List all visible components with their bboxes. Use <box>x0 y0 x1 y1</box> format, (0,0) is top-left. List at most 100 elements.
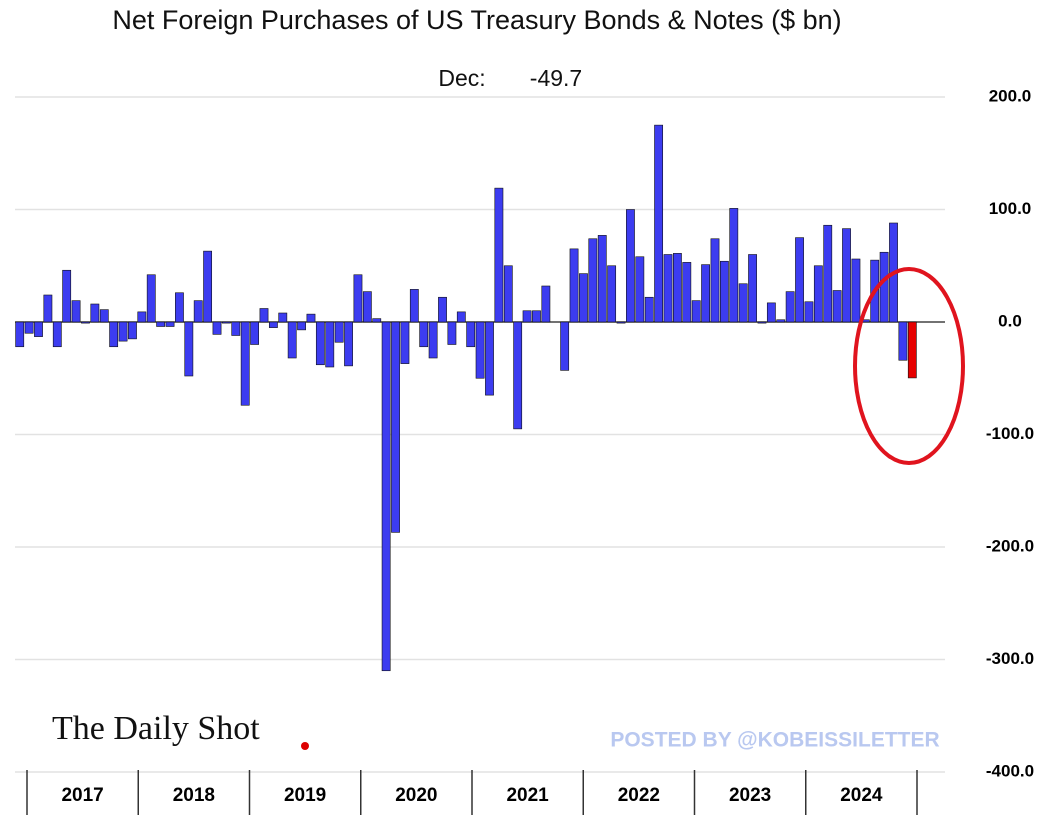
bar <box>644 296 654 323</box>
bar <box>475 321 485 379</box>
bar <box>569 248 579 323</box>
bar <box>456 311 466 323</box>
bar <box>466 321 476 348</box>
bar <box>34 321 43 337</box>
bar <box>400 321 410 364</box>
bar <box>353 274 363 323</box>
bar <box>879 251 889 323</box>
bar <box>719 260 729 323</box>
bar <box>738 283 748 323</box>
x-tick-label: 2020 <box>395 785 437 806</box>
bar <box>71 300 81 323</box>
bar <box>52 321 62 348</box>
bar <box>748 254 757 323</box>
x-tick-label: 2018 <box>173 785 215 806</box>
bar <box>193 300 203 323</box>
bar <box>99 309 109 323</box>
watermark: POSTED BY @KOBEISSILETTER <box>610 729 939 752</box>
y-tick-label: 200.0 <box>989 86 1032 105</box>
y-tick-label: 100.0 <box>989 199 1032 218</box>
bar <box>485 321 494 396</box>
bar <box>24 321 34 334</box>
bar <box>654 124 664 323</box>
bar <box>597 235 607 323</box>
bar <box>682 262 692 323</box>
bar <box>757 321 767 324</box>
bar <box>156 321 166 327</box>
bar <box>165 321 175 327</box>
bar <box>795 237 804 323</box>
bar <box>532 310 541 323</box>
y-tick-label: -400.0 <box>986 761 1034 780</box>
bar <box>175 292 184 323</box>
bar <box>607 265 617 323</box>
bar <box>240 321 250 406</box>
annotation-value: -49.7 <box>530 65 582 91</box>
bar <box>81 321 90 324</box>
bar <box>701 264 710 323</box>
bar <box>503 265 513 323</box>
bar <box>851 258 861 323</box>
bar <box>766 302 776 323</box>
bar <box>626 209 635 323</box>
bar <box>494 187 504 323</box>
bar <box>90 303 100 323</box>
bar <box>287 321 297 359</box>
bar <box>409 289 419 323</box>
bar <box>813 265 823 323</box>
bar <box>344 321 353 367</box>
bar <box>823 224 833 323</box>
bar <box>710 238 720 323</box>
bar <box>109 321 119 348</box>
bar <box>184 321 194 377</box>
x-tick-label: 2024 <box>840 785 883 806</box>
bar <box>306 313 316 323</box>
bar <box>438 296 447 323</box>
bar <box>560 321 570 371</box>
bar <box>513 321 523 430</box>
bar <box>268 321 278 328</box>
bar <box>428 321 438 359</box>
bar <box>222 321 231 324</box>
bar <box>419 321 429 348</box>
source-logo: The Daily Shot <box>52 710 260 747</box>
bar <box>362 291 372 323</box>
y-tick-label: -200.0 <box>986 536 1034 555</box>
bar <box>203 250 213 323</box>
bar <box>15 321 25 348</box>
bar <box>137 311 147 323</box>
bar <box>691 300 701 323</box>
bar <box>785 291 795 323</box>
bar <box>776 319 786 323</box>
bar <box>62 269 72 323</box>
bar <box>522 310 532 323</box>
bar <box>907 321 917 379</box>
bar <box>250 321 259 345</box>
bar <box>128 321 137 340</box>
bar <box>663 254 673 323</box>
bar <box>729 208 739 323</box>
logo-dot <box>301 742 309 750</box>
y-tick-label: 0.0 <box>998 311 1022 330</box>
x-tick-label: 2021 <box>506 785 549 806</box>
bar <box>259 308 269 323</box>
x-tick-label: 2023 <box>729 785 771 806</box>
bar <box>334 321 344 343</box>
bar <box>278 312 288 323</box>
highlight-ellipse <box>853 267 965 465</box>
plot-area: -400.0 -300.0 -200.0 -100.0 0.0 100.0 200.0 201… <box>15 86 1034 815</box>
bar <box>447 321 457 345</box>
y-tick-label: -300.0 <box>986 649 1034 668</box>
bar <box>297 321 306 331</box>
bar <box>325 321 335 368</box>
y-tick-label: -100.0 <box>986 424 1034 443</box>
bar <box>146 274 156 323</box>
bar <box>832 290 842 323</box>
bar <box>43 294 53 323</box>
bar <box>212 321 222 335</box>
bar <box>673 253 682 323</box>
x-tick-label: 2022 <box>618 785 660 806</box>
bar <box>804 301 814 323</box>
bar <box>315 321 325 366</box>
bar <box>579 273 588 323</box>
